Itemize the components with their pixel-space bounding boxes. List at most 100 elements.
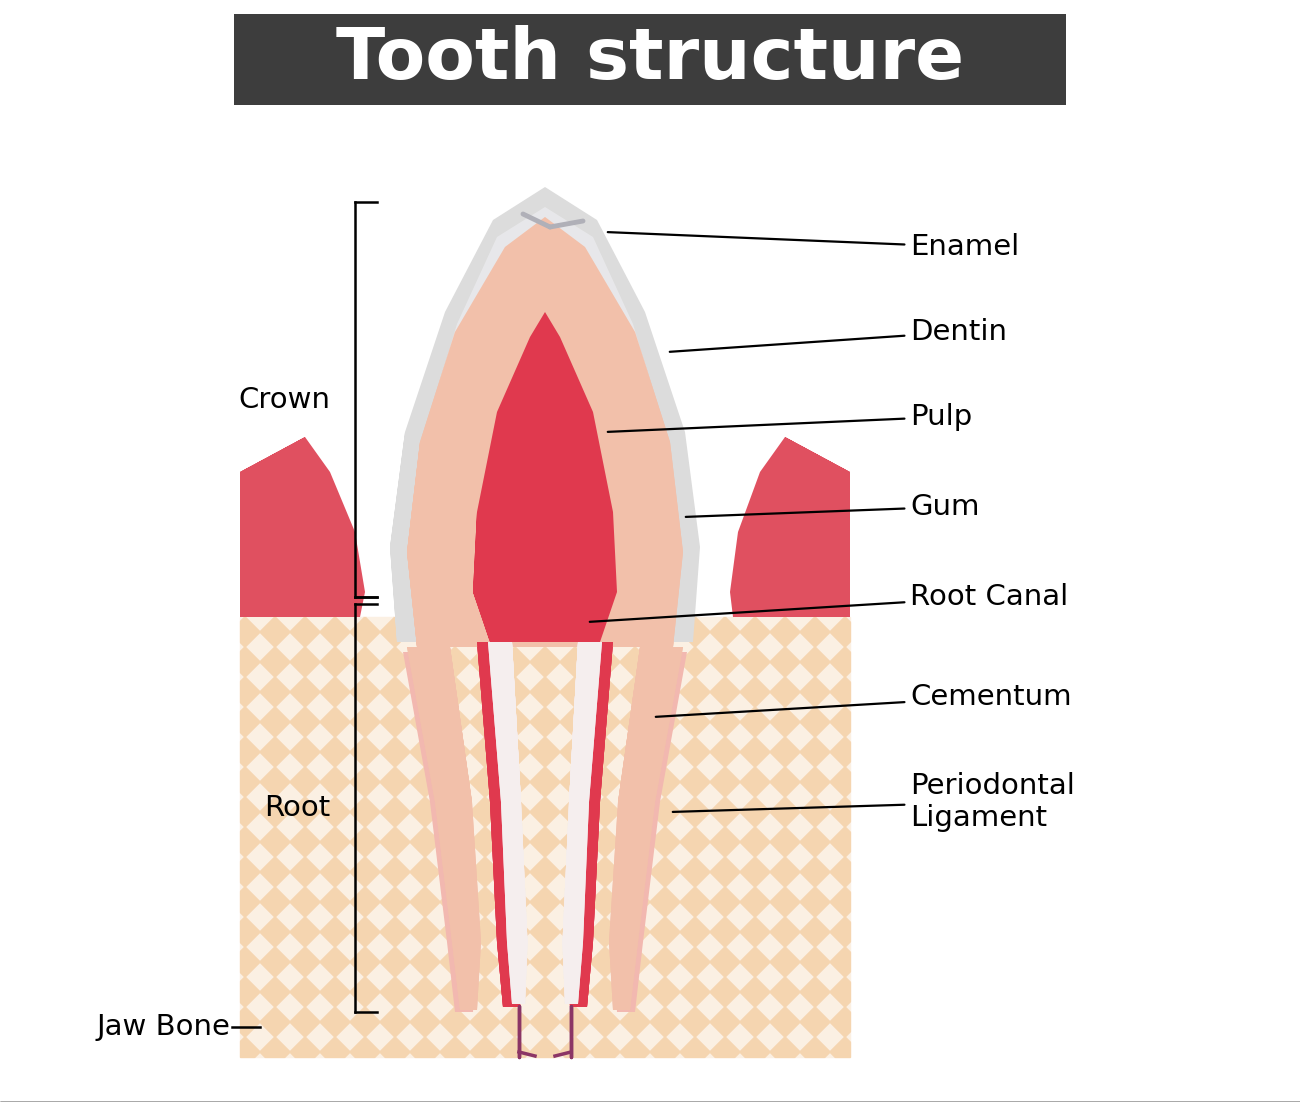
Text: Enamel: Enamel (608, 233, 1019, 261)
Polygon shape (546, 1023, 573, 1051)
Polygon shape (567, 642, 614, 1007)
Polygon shape (276, 784, 304, 811)
Polygon shape (516, 963, 543, 991)
Polygon shape (486, 1023, 514, 1051)
Polygon shape (757, 963, 784, 991)
Polygon shape (666, 993, 694, 1020)
Polygon shape (488, 642, 528, 1004)
Polygon shape (546, 634, 573, 661)
Polygon shape (731, 437, 850, 617)
Polygon shape (307, 813, 334, 841)
Polygon shape (407, 647, 481, 1011)
Polygon shape (786, 634, 814, 661)
Polygon shape (337, 993, 364, 1020)
Polygon shape (216, 634, 244, 661)
Polygon shape (276, 1054, 304, 1081)
Polygon shape (816, 784, 844, 811)
Polygon shape (727, 963, 754, 991)
Polygon shape (276, 753, 304, 781)
Polygon shape (697, 753, 724, 781)
Polygon shape (456, 663, 484, 691)
Polygon shape (216, 784, 244, 811)
Polygon shape (516, 634, 543, 661)
Polygon shape (666, 663, 694, 691)
Polygon shape (576, 663, 603, 691)
Polygon shape (276, 634, 304, 661)
Polygon shape (396, 753, 424, 781)
Polygon shape (606, 1023, 634, 1051)
Polygon shape (567, 642, 614, 1007)
Polygon shape (697, 1023, 724, 1051)
Polygon shape (426, 873, 454, 900)
Polygon shape (477, 642, 523, 1007)
Polygon shape (516, 873, 543, 900)
Polygon shape (246, 603, 274, 630)
Polygon shape (396, 663, 424, 691)
Polygon shape (846, 993, 874, 1020)
Polygon shape (576, 1023, 603, 1051)
Polygon shape (246, 753, 274, 781)
Polygon shape (337, 753, 364, 781)
Polygon shape (636, 813, 664, 841)
Polygon shape (567, 642, 614, 1007)
Polygon shape (576, 843, 603, 871)
Polygon shape (396, 723, 424, 750)
Polygon shape (757, 693, 784, 721)
Polygon shape (727, 663, 754, 691)
Polygon shape (576, 753, 603, 781)
Polygon shape (396, 693, 424, 721)
Polygon shape (546, 873, 573, 900)
Polygon shape (576, 603, 603, 630)
Polygon shape (307, 603, 334, 630)
Polygon shape (516, 843, 543, 871)
Polygon shape (546, 723, 573, 750)
Polygon shape (697, 813, 724, 841)
Polygon shape (846, 634, 874, 661)
Polygon shape (456, 813, 484, 841)
Polygon shape (276, 963, 304, 991)
Polygon shape (426, 723, 454, 750)
Polygon shape (307, 933, 334, 961)
Polygon shape (473, 312, 618, 642)
Polygon shape (426, 784, 454, 811)
Polygon shape (276, 843, 304, 871)
Polygon shape (636, 1054, 664, 1081)
Polygon shape (516, 693, 543, 721)
Polygon shape (546, 933, 573, 961)
Polygon shape (473, 312, 618, 642)
Polygon shape (727, 843, 754, 871)
Polygon shape (246, 723, 274, 750)
Polygon shape (786, 843, 814, 871)
Polygon shape (757, 1023, 784, 1051)
Polygon shape (636, 993, 664, 1020)
Polygon shape (410, 207, 681, 637)
Polygon shape (697, 993, 724, 1020)
Polygon shape (477, 642, 523, 1007)
Polygon shape (757, 1054, 784, 1081)
Polygon shape (846, 753, 874, 781)
Polygon shape (576, 693, 603, 721)
Polygon shape (367, 634, 394, 661)
Polygon shape (666, 813, 694, 841)
Polygon shape (816, 873, 844, 900)
Polygon shape (477, 642, 523, 1007)
Polygon shape (216, 1023, 244, 1051)
Polygon shape (846, 873, 874, 900)
Polygon shape (697, 1054, 724, 1081)
Polygon shape (516, 933, 543, 961)
Polygon shape (786, 1054, 814, 1081)
Polygon shape (456, 1054, 484, 1081)
Polygon shape (337, 813, 364, 841)
Polygon shape (546, 993, 573, 1020)
Text: Cementum: Cementum (655, 683, 1071, 716)
Polygon shape (367, 933, 394, 961)
Polygon shape (576, 634, 603, 661)
Polygon shape (276, 663, 304, 691)
Polygon shape (307, 784, 334, 811)
Polygon shape (697, 904, 724, 931)
Polygon shape (636, 634, 664, 661)
Polygon shape (546, 963, 573, 991)
Polygon shape (608, 647, 683, 1011)
Polygon shape (516, 813, 543, 841)
Polygon shape (757, 993, 784, 1020)
